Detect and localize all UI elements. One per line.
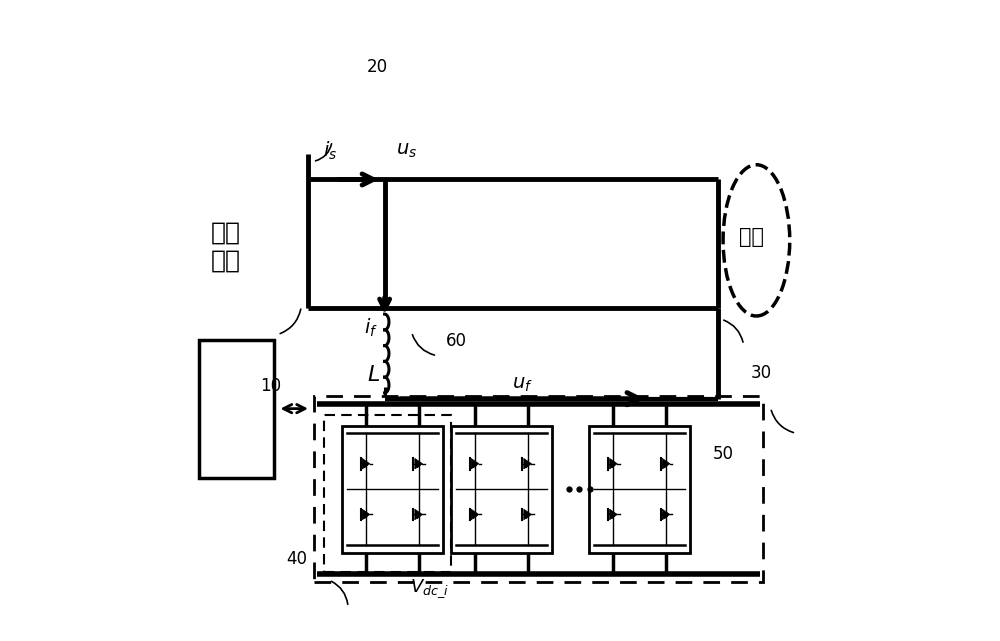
- Polygon shape: [665, 463, 668, 468]
- Polygon shape: [364, 463, 368, 468]
- Polygon shape: [526, 463, 529, 468]
- Text: $\it{i_s}$: $\it{i_s}$: [323, 140, 337, 162]
- Text: 50: 50: [713, 445, 734, 463]
- Polygon shape: [417, 513, 420, 519]
- Polygon shape: [473, 463, 476, 468]
- Polygon shape: [364, 513, 368, 519]
- Polygon shape: [524, 509, 531, 520]
- Polygon shape: [610, 509, 617, 520]
- Polygon shape: [662, 458, 670, 469]
- Polygon shape: [362, 509, 370, 520]
- Polygon shape: [471, 458, 479, 469]
- Text: 40: 40: [286, 550, 307, 568]
- Polygon shape: [526, 513, 529, 519]
- Text: 60: 60: [446, 332, 467, 350]
- Text: $\mathbf{\it{L}}$: $\mathbf{\it{L}}$: [367, 365, 380, 385]
- Text: $V_{dc\_i}$: $V_{dc\_i}$: [410, 577, 449, 600]
- Polygon shape: [415, 509, 422, 520]
- Bar: [324, 415, 451, 572]
- Polygon shape: [610, 458, 617, 469]
- Bar: [342, 426, 443, 553]
- Polygon shape: [417, 463, 420, 468]
- Polygon shape: [612, 513, 615, 519]
- Text: 30: 30: [751, 364, 772, 382]
- Bar: [314, 396, 763, 582]
- Polygon shape: [524, 458, 531, 469]
- Polygon shape: [612, 463, 615, 468]
- Polygon shape: [471, 509, 479, 520]
- Text: $\it{u_f}$: $\it{u_f}$: [512, 375, 533, 394]
- Text: 20: 20: [366, 58, 387, 76]
- Polygon shape: [473, 513, 476, 519]
- Polygon shape: [662, 509, 670, 520]
- Polygon shape: [362, 458, 370, 469]
- Text: $\it{i_f}$: $\it{i_f}$: [364, 317, 377, 339]
- Bar: [589, 426, 690, 553]
- Bar: [451, 426, 552, 553]
- Text: 系统
母线: 系统 母线: [211, 221, 241, 272]
- Text: $\it{u_s}$: $\it{u_s}$: [396, 141, 418, 160]
- Polygon shape: [665, 513, 668, 519]
- Text: 负载: 负载: [739, 227, 764, 247]
- Polygon shape: [415, 458, 422, 469]
- Text: 10: 10: [261, 377, 282, 395]
- Bar: [199, 340, 274, 478]
